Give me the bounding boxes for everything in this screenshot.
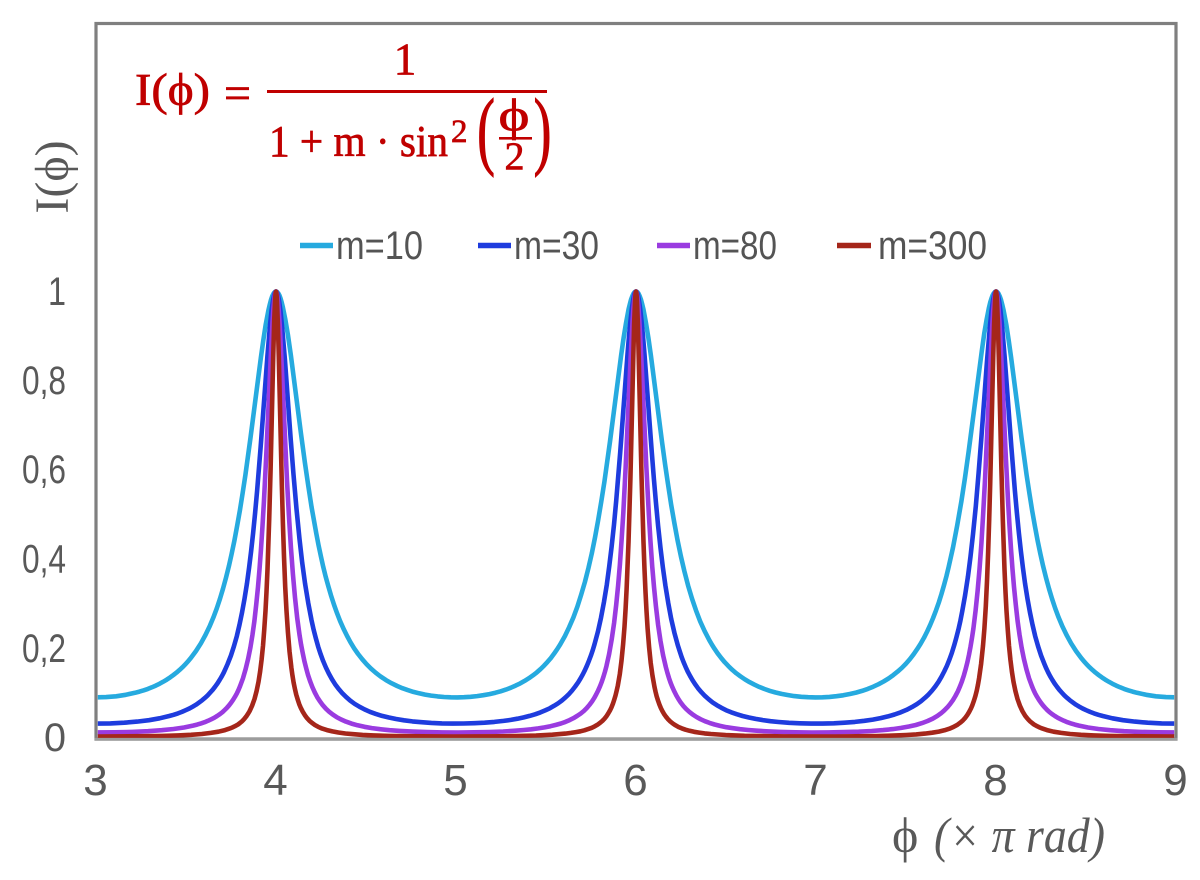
svg-text:8: 8	[983, 756, 1007, 805]
svg-text:m=80: m=80	[693, 224, 777, 268]
svg-text:m=300: m=300	[878, 224, 987, 268]
svg-text:6: 6	[623, 756, 647, 805]
svg-text:(× π rad): (× π rad)	[934, 807, 1105, 863]
svg-text:2: 2	[451, 114, 468, 150]
svg-text:0,6: 0,6	[22, 448, 66, 492]
svg-text:0: 0	[44, 716, 66, 760]
svg-text:1: 1	[48, 270, 66, 314]
svg-text:(: (	[477, 81, 495, 177]
svg-text:): )	[534, 81, 552, 177]
svg-text:7: 7	[803, 756, 827, 805]
svg-text:m=30: m=30	[514, 224, 599, 268]
svg-text:0,4: 0,4	[22, 538, 66, 582]
svg-text:3: 3	[83, 756, 107, 805]
svg-text:1 + m · sin: 1 + m · sin	[269, 117, 448, 166]
svg-text:I(ϕ): I(ϕ)	[135, 65, 210, 115]
svg-text:=: =	[224, 69, 251, 119]
svg-text:0,2: 0,2	[22, 627, 66, 671]
svg-text:2: 2	[505, 135, 525, 178]
svg-text:9: 9	[1163, 756, 1187, 805]
svg-text:5: 5	[443, 756, 467, 805]
svg-text:0,8: 0,8	[22, 359, 66, 403]
svg-text:ϕ: ϕ	[499, 91, 530, 141]
svg-text:1: 1	[394, 35, 417, 85]
svg-text:m=10: m=10	[336, 224, 423, 268]
svg-text:4: 4	[263, 756, 287, 805]
svg-text:I(ϕ): I(ϕ)	[26, 140, 79, 213]
svg-text:ϕ: ϕ	[892, 807, 918, 863]
